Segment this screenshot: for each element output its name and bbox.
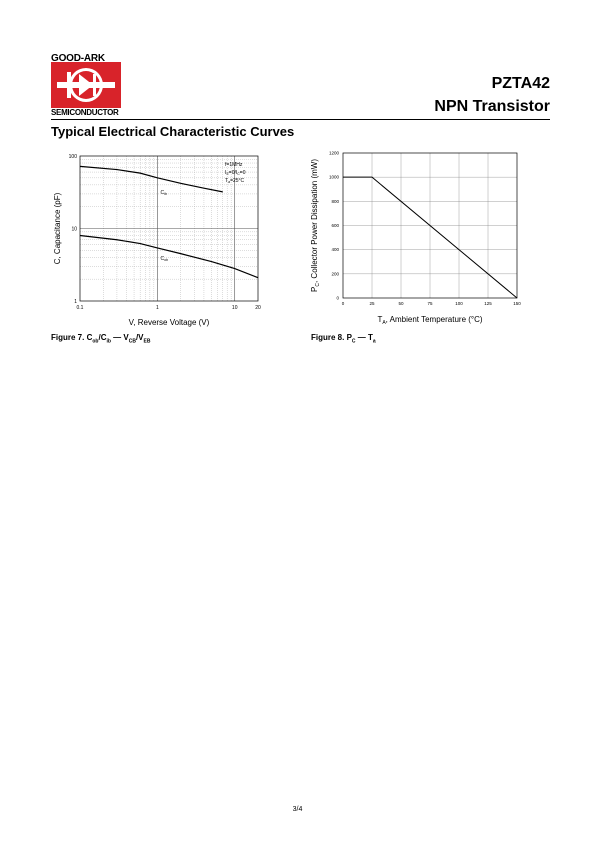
figure-8-label: Figure 8. [311,333,345,342]
figure-7-label: Figure 7. [51,333,85,342]
figure-8-text: PC — Ta [346,333,376,345]
condition-current: IE=0/IC=0 [225,170,246,176]
plot-frame [342,152,518,299]
y-tick-label: 1000 [329,175,340,180]
condition-temperature: Ta=25°C [225,178,244,184]
good-ark-logo [51,62,121,108]
series-label-cob: Cob [161,256,169,262]
brand-subtitle: SEMICONDUCTOR [51,108,119,117]
x-tick-label: 0.1 [77,305,84,311]
part-number: PZTA42 [491,75,550,92]
y-tick-label: 400 [331,247,339,252]
brand-name: GOOD-ARK [51,53,105,64]
y-tick-label: 800 [331,199,339,204]
x-tick-label: 75 [427,301,433,306]
figure-7-caption: Figure 7. Cob/Cib — VCB/VEB [51,333,150,345]
y-tick-label: 1 [74,299,77,305]
y-tick-label: 600 [331,223,339,228]
x-tick-label: 100 [455,301,463,306]
y-axis-label: PC, Collector Power Dissipation (mW) [310,159,321,292]
x-axis-label: V, Reverse Voltage (V) [129,318,210,327]
x-tick-label: 125 [484,301,492,306]
x-tick-label: 25 [369,301,375,306]
x-tick-label: 150 [513,301,521,306]
device-type: NPN Transistor [434,98,550,115]
condition-frequency: f=1MHz [225,162,243,168]
figure-8-caption: Figure 8. PC — Ta [311,333,376,345]
y-tick-label: 200 [331,271,339,276]
section-title: Typical Electrical Characteristic Curves [51,124,295,139]
x-tick-label: 10 [232,305,238,311]
y-tick-label: 0 [336,296,339,301]
derating-line [343,176,518,299]
header-divider [51,119,550,120]
power-dissipation-chart: 0 25 50 75 100 125 150 0 200 400 600 800 1000 1200 TA,… [310,151,521,327]
figure-7-text: Cob/Cib — VCB/VEB [86,333,151,345]
x-tick-label: 0 [342,301,345,306]
page-number: 3/4 [292,806,303,813]
y-tick-label: 10 [71,227,77,233]
series-line-cob [79,234,259,279]
series-label-cib: Cib [161,190,167,196]
x-tick-label: 20 [255,305,261,311]
y-tick-label: 100 [69,154,78,160]
x-axis-label: TA, Ambient Temperature (°C) [377,315,482,326]
x-tick-label: 1 [156,305,159,311]
series-line-cib [79,165,223,193]
y-axis-label: C, Capacitance (pF) [53,192,62,264]
y-tick-label: 1200 [329,151,340,156]
x-tick-label: 50 [398,301,404,306]
plot-frame [79,155,259,302]
